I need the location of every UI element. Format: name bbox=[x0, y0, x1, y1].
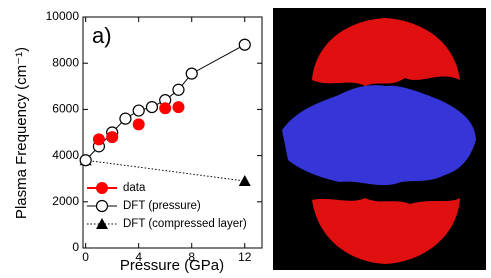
y-tick-label: 0 bbox=[72, 240, 79, 254]
marker bbox=[185, 67, 198, 80]
x-tick-label: 4 bbox=[135, 250, 142, 264]
marker bbox=[106, 131, 119, 144]
x-tick-label: 8 bbox=[188, 250, 195, 264]
marker bbox=[238, 175, 251, 187]
legend-marker bbox=[95, 199, 109, 213]
plot-frame bbox=[82, 16, 263, 249]
y-tick-label: 10000 bbox=[46, 9, 80, 23]
panel-label: a) bbox=[92, 23, 112, 48]
marker bbox=[238, 38, 251, 51]
series-line bbox=[85, 159, 245, 182]
red-surface-bottom bbox=[312, 198, 460, 264]
plot: 0 4 8 12 0 2000 4000 6000 8000 10000 data DFT (pres… bbox=[46, 9, 263, 264]
y-tick-label: 6000 bbox=[52, 102, 79, 116]
legend-marker bbox=[96, 218, 108, 229]
x-tick-label: 0 bbox=[82, 250, 89, 264]
legend-marker bbox=[96, 182, 108, 194]
marker bbox=[159, 102, 172, 115]
y-tick-label: 2000 bbox=[52, 194, 79, 208]
legend-label: DFT (compressed layer) bbox=[123, 218, 247, 230]
image-panel-label: b) bbox=[282, 18, 300, 40]
y-tick-label: 4000 bbox=[52, 148, 79, 162]
blue-surface bbox=[282, 85, 476, 186]
marker bbox=[119, 112, 132, 125]
marker bbox=[92, 133, 105, 146]
legend-label: data bbox=[123, 182, 146, 194]
x-tick-label: 12 bbox=[238, 250, 252, 264]
marker bbox=[172, 101, 185, 114]
image-panel: b) bbox=[273, 8, 486, 270]
y-tick-label: 8000 bbox=[52, 55, 79, 69]
marker bbox=[145, 100, 159, 114]
x-axis-title: Pressure (GPa) bbox=[120, 257, 224, 274]
marker bbox=[79, 154, 92, 167]
legend-label: DFT (pressure) bbox=[123, 200, 201, 212]
series-line bbox=[85, 44, 246, 161]
red-surface-top bbox=[312, 18, 460, 86]
marker bbox=[132, 118, 145, 131]
marker bbox=[132, 104, 145, 117]
marker bbox=[172, 83, 185, 96]
y-axis-title: Plasma Frequency (cm⁻¹) bbox=[13, 47, 30, 219]
